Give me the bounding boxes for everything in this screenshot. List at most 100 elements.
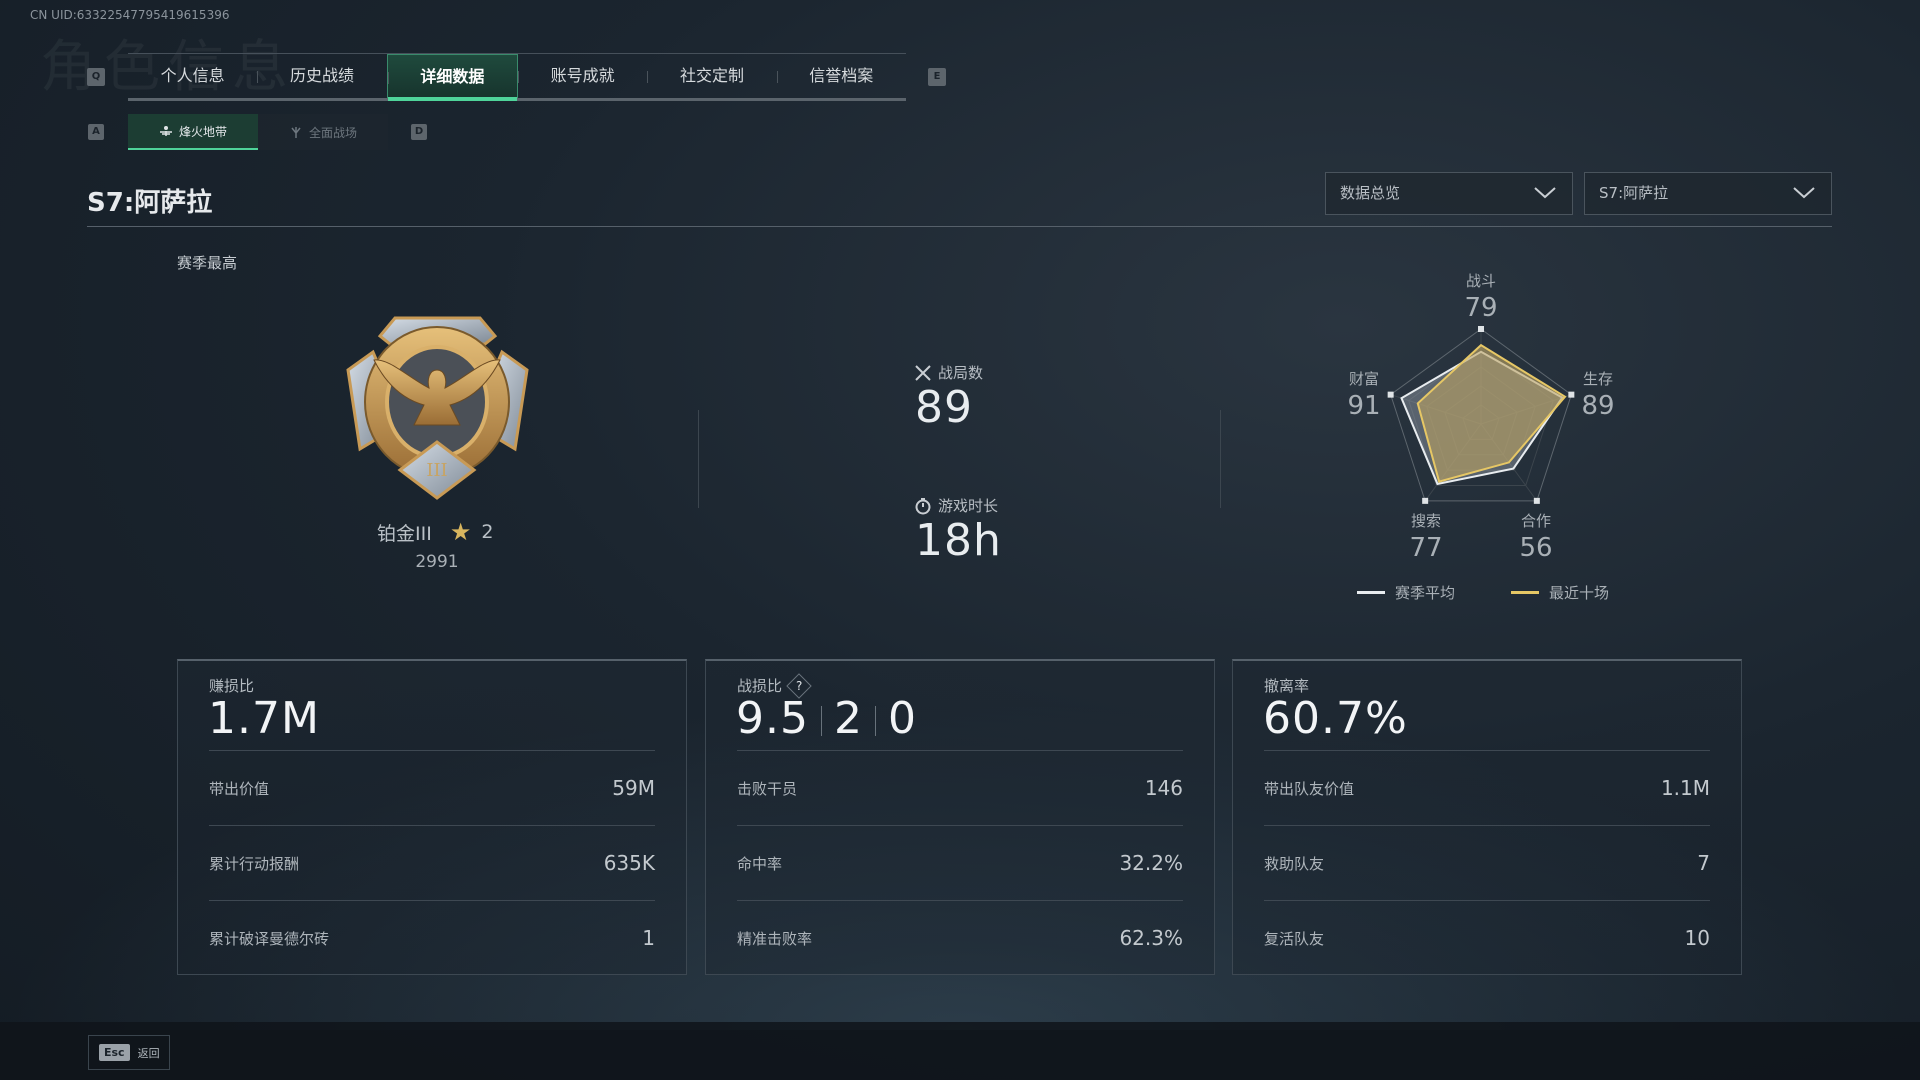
view-dropdown-value: 数据总览 bbox=[1340, 184, 1401, 202]
view-dropdown[interactable]: 数据总览 bbox=[1325, 172, 1573, 215]
radar-axis-label: 合作 bbox=[1520, 512, 1551, 530]
season-dropdown-value: S7:阿萨拉 bbox=[1599, 184, 1669, 202]
radar-series-recent-ten bbox=[1416, 343, 1567, 483]
tab-credit[interactable]: 信誉档案 bbox=[776, 54, 906, 98]
playtime-label-row: 游戏时长 bbox=[914, 495, 998, 516]
card-label: 撤离率 bbox=[1264, 677, 1310, 695]
subtab-beacon-zone[interactable]: 烽火地带 bbox=[128, 114, 258, 150]
subtab-full-battlefield[interactable]: 全面战场 bbox=[258, 114, 388, 150]
stopwatch-icon bbox=[915, 497, 931, 514]
divider bbox=[698, 410, 699, 508]
kd-second: 2 bbox=[833, 693, 863, 744]
legend-recent-ten: 最近十场 bbox=[1511, 582, 1609, 603]
radar-vertex-marker bbox=[1478, 326, 1484, 332]
next-subtab-key[interactable]: D bbox=[411, 124, 427, 140]
stat-label: 救助队友 bbox=[1264, 854, 1325, 873]
radar-grid-ring bbox=[1390, 328, 1572, 502]
next-tab-key[interactable]: E bbox=[928, 68, 946, 86]
star-icon: ★ bbox=[449, 518, 472, 546]
stat-label: 带出队友价值 bbox=[1264, 779, 1355, 798]
stat-value: 1.1M bbox=[1660, 776, 1710, 800]
extraction-card: 撤离率 60.7% 带出队友价值 1.1M 救助队友 7 复活队友 10 bbox=[1232, 659, 1742, 975]
stat-label: 精准击败率 bbox=[737, 929, 813, 948]
tab-personal-info[interactable]: 个人信息 bbox=[160, 66, 225, 85]
prev-subtab-key[interactable]: A bbox=[88, 124, 104, 140]
stat-label: 带出价值 bbox=[209, 779, 270, 798]
rank-stars: 2 bbox=[481, 521, 494, 543]
stat-label: 累计破译曼德尔砖 bbox=[209, 929, 330, 948]
stat-row: 复活队友 10 bbox=[1264, 900, 1710, 975]
stat-row: 带出价值 59M bbox=[209, 750, 655, 825]
radar-axis-combat: 战斗 79 bbox=[1441, 270, 1521, 323]
kd-card: 战损比? 9.5 2 0 击败干员 146 命中率 32.2% 精准击败率 62.3% bbox=[705, 659, 1215, 975]
stat-row: 累计破译曼德尔砖 1 bbox=[209, 900, 655, 975]
season-dropdown[interactable]: S7:阿萨拉 bbox=[1584, 172, 1832, 215]
esc-key: Esc bbox=[99, 1044, 130, 1061]
profit-loss-card: 赚损比 1.7M 带出价值 59M 累计行动报酬 635K 累计破译曼德尔砖 1 bbox=[177, 659, 687, 975]
rank-score: 2991 bbox=[415, 552, 459, 572]
beacon-icon bbox=[159, 126, 172, 136]
matches-label-row: 战局数 bbox=[914, 362, 983, 383]
radar-axis-survival: 生存 89 bbox=[1558, 368, 1638, 421]
radar-axis-search: 搜索 77 bbox=[1386, 510, 1466, 563]
radar-axis-label: 财富 bbox=[1348, 370, 1379, 388]
subtab-label: 烽火地带 bbox=[178, 124, 227, 139]
radar-axis-wealth: 财富 91 bbox=[1324, 368, 1404, 421]
legend-label: 最近十场 bbox=[1549, 584, 1610, 602]
stat-label: 复活队友 bbox=[1264, 929, 1325, 948]
legend-label: 赛季平均 bbox=[1395, 584, 1456, 602]
trident-icon bbox=[291, 127, 301, 138]
tab-match-history[interactable]: 历史战绩 bbox=[257, 54, 386, 98]
crossed-swords-icon bbox=[915, 364, 931, 381]
card-label: 战损比 bbox=[737, 677, 783, 695]
stat-value: 59M bbox=[612, 776, 655, 800]
back-button[interactable]: Esc 返回 bbox=[88, 1035, 170, 1070]
radar-axis-value: 77 bbox=[1409, 533, 1443, 563]
stat-value: 7 bbox=[1697, 851, 1710, 875]
legend-season-average: 赛季平均 bbox=[1357, 582, 1455, 603]
stat-value: 62.3% bbox=[1119, 926, 1183, 950]
radar-axis-label: 战斗 bbox=[1465, 272, 1496, 290]
season-best-label: 赛季最高 bbox=[177, 254, 238, 272]
stat-value: 32.2% bbox=[1119, 851, 1183, 875]
footer-bar bbox=[0, 1022, 1920, 1080]
radar-vertex-marker bbox=[1533, 497, 1540, 504]
back-label: 返回 bbox=[137, 1046, 160, 1060]
divider bbox=[1220, 410, 1221, 508]
legend-swatch bbox=[1511, 591, 1539, 594]
medal-numeral: III bbox=[426, 460, 447, 481]
radar-chart bbox=[1387, 326, 1575, 504]
prev-tab-key[interactable]: Q bbox=[87, 68, 105, 86]
subtab-label: 全面战场 bbox=[308, 125, 357, 140]
radar-axis-cooperation: 合作 56 bbox=[1496, 510, 1576, 563]
stat-row: 精准击败率 62.3% bbox=[737, 900, 1183, 975]
tab-detailed-data[interactable]: 详细数据 bbox=[386, 54, 518, 101]
radar-axis-value: 91 bbox=[1347, 391, 1381, 421]
background-title: 角色信息 bbox=[40, 35, 296, 100]
stat-value: 10 bbox=[1684, 926, 1710, 950]
title-divider bbox=[87, 226, 1832, 227]
tab-achievements[interactable]: 账号成就 bbox=[517, 54, 647, 98]
playtime-value: 18h bbox=[915, 515, 1002, 566]
tab-social[interactable]: 社交定制 bbox=[647, 54, 776, 98]
matches-label: 战局数 bbox=[938, 364, 984, 382]
legend-swatch bbox=[1357, 591, 1385, 594]
stat-value: 635K bbox=[603, 851, 655, 875]
mode-tabs: 烽火地带 全面战场 bbox=[128, 114, 388, 150]
stat-row: 救助队友 7 bbox=[1264, 825, 1710, 900]
matches-value: 89 bbox=[915, 382, 973, 433]
stat-row: 带出队友价值 1.1M bbox=[1264, 750, 1710, 825]
kd-values: 9.5 2 0 bbox=[736, 693, 917, 744]
radar-axis-value: 89 bbox=[1581, 391, 1615, 421]
radar-vertex-marker bbox=[1422, 497, 1429, 504]
rank-name: 铂金III bbox=[377, 522, 432, 545]
rank-medal-icon: III bbox=[346, 316, 529, 500]
kd-third: 0 bbox=[887, 693, 917, 744]
help-glyph: ? bbox=[795, 678, 803, 693]
stat-label: 累计行动报酬 bbox=[209, 854, 300, 873]
uid-label: CN UID:63322547795419615396 bbox=[30, 8, 230, 22]
radar-axis-label: 搜索 bbox=[1410, 512, 1441, 530]
playtime-label: 游戏时长 bbox=[938, 497, 999, 515]
rank-line: 铂金III ★ 2 bbox=[377, 518, 493, 546]
chevron-down-icon bbox=[1534, 187, 1556, 199]
